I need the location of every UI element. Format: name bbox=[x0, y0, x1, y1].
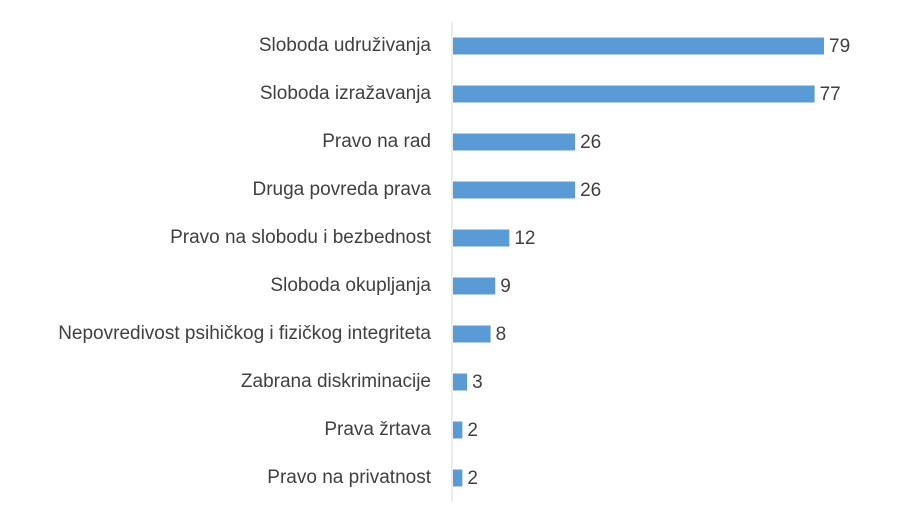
data-label: 2 bbox=[467, 420, 478, 441]
bar bbox=[453, 277, 496, 295]
data-label: 26 bbox=[580, 180, 601, 201]
category-label: Pravo na slobodu i bezbednost bbox=[170, 227, 432, 248]
bar bbox=[453, 181, 576, 199]
category-label: Druga povreda prava bbox=[253, 179, 432, 200]
category-label: Zabrana diskriminacije bbox=[241, 371, 431, 392]
bar bbox=[453, 37, 824, 55]
category-label: Sloboda udruživanja bbox=[259, 35, 432, 56]
bar bbox=[453, 85, 815, 103]
category-label: Nepovredivost psihičkog i fizičkog integ… bbox=[58, 323, 431, 344]
data-label: 3 bbox=[472, 372, 483, 393]
category-label: Pravo na rad bbox=[322, 131, 431, 152]
data-label: 77 bbox=[820, 84, 841, 105]
data-label: 26 bbox=[580, 132, 601, 153]
bar bbox=[453, 469, 463, 487]
data-label: 8 bbox=[496, 324, 507, 345]
bar bbox=[453, 133, 576, 151]
data-label: 79 bbox=[829, 36, 850, 57]
data-label: 12 bbox=[514, 228, 535, 249]
category-label: Sloboda okupljanja bbox=[270, 275, 431, 296]
bar bbox=[453, 325, 491, 343]
data-label: 9 bbox=[500, 276, 511, 297]
bar bbox=[453, 229, 510, 247]
category-label: Pravo na privatnost bbox=[267, 467, 431, 488]
data-label: 2 bbox=[467, 468, 478, 489]
bar bbox=[453, 373, 468, 391]
category-label: Prava žrtava bbox=[324, 419, 431, 440]
category-label: Sloboda izražavanja bbox=[260, 83, 432, 104]
bar bbox=[453, 421, 463, 439]
